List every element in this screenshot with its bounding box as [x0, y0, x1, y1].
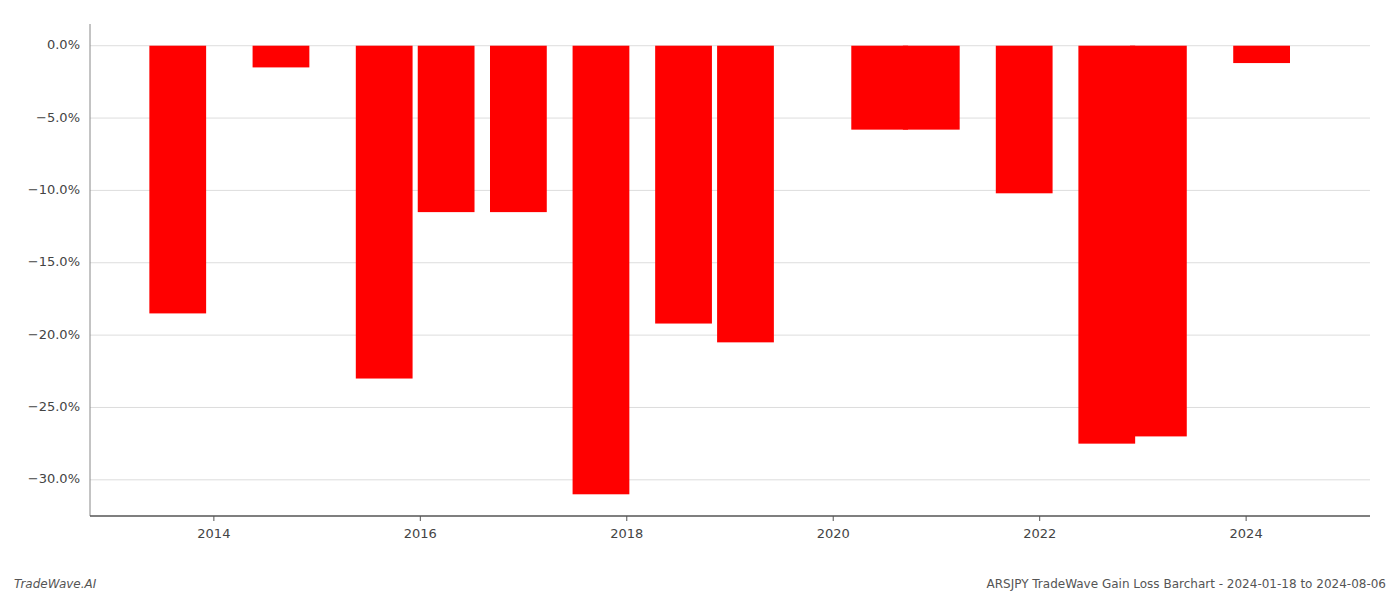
background: [0, 0, 1400, 600]
y-tick-label: −25.0%: [28, 399, 80, 414]
footer-left: TradeWave.AI: [14, 577, 97, 591]
footer: TradeWave.AI ARSJPY TradeWave Gain Loss B…: [14, 577, 1386, 591]
y-tick-label: −20.0%: [28, 327, 80, 342]
x-tick-label: 2016: [404, 526, 437, 541]
x-tick-label: 2014: [197, 526, 230, 541]
x-tick: [626, 516, 627, 521]
footer-right: ARSJPY TradeWave Gain Loss Barchart - 20…: [986, 577, 1386, 591]
y-tick-label: −30.0%: [28, 471, 80, 486]
bar: [253, 46, 310, 68]
x-tick-label: 2018: [610, 526, 643, 541]
bar: [418, 46, 475, 212]
x-tick: [1039, 516, 1040, 521]
bar: [903, 46, 960, 130]
bar: [717, 46, 774, 343]
x-tick: [420, 516, 421, 521]
bar: [1130, 46, 1187, 437]
bars: [149, 46, 1290, 495]
bar: [490, 46, 547, 212]
bar: [573, 46, 630, 495]
y-axis: 0.0% −5.0% −10.0% −15.0% −20.0% −25.0% −30.0%: [28, 24, 90, 516]
y-axis-line: [90, 24, 91, 516]
x-tick-label: 2020: [817, 526, 850, 541]
x-tick-label: 2024: [1230, 526, 1263, 541]
bar: [1233, 46, 1290, 63]
x-tick-label: 2022: [1023, 526, 1056, 541]
bar: [356, 46, 413, 379]
y-tick-label: −5.0%: [36, 110, 80, 125]
x-axis-line: [90, 515, 1370, 517]
bar: [655, 46, 712, 324]
x-tick: [1246, 516, 1247, 521]
x-tick: [213, 516, 214, 521]
x-tick: [833, 516, 834, 521]
y-tick-label: 0.0%: [47, 37, 80, 52]
bar: [851, 46, 908, 130]
bar: [1078, 46, 1135, 444]
grid: [90, 46, 1370, 480]
bar: [996, 46, 1053, 194]
x-axis: 2014 2016 2018 2020 2022 2024: [90, 516, 1370, 541]
chart: 0.0% −5.0% −10.0% −15.0% −20.0% −25.0% −30.0% 2…: [0, 0, 1400, 600]
bar: [149, 46, 206, 314]
grid-line: [90, 479, 1370, 480]
y-tick-label: −10.0%: [28, 182, 80, 197]
y-tick-label: −15.0%: [28, 254, 80, 269]
